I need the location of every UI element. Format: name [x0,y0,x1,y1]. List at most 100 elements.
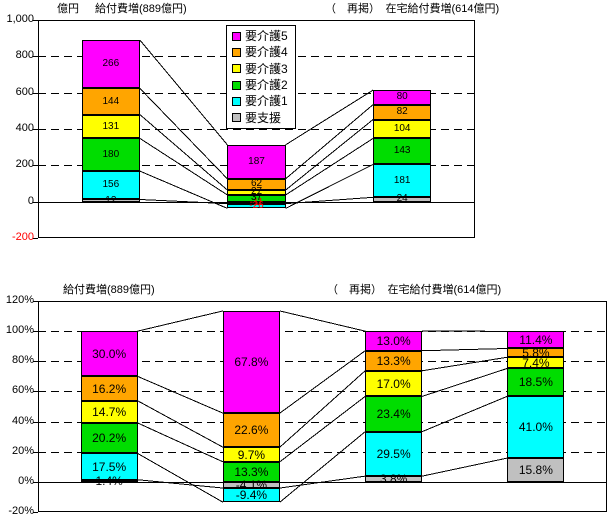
data-label-要介護5: 30.0% [92,346,127,361]
bar-segment-要介護4 [81,88,140,115]
bar-segment-要介護5 [365,331,423,351]
y-axis-tick-label: 60% [11,384,34,397]
data-label-要介護1: -9.4% [235,488,268,503]
percent-chart-title-right: （ 再掲） 在宅給付費増(614億円) [327,284,502,296]
bar-segment-要介護3 [81,114,140,139]
bar-segment-要支援 [222,481,280,489]
data-label-要介護2: 37 [250,192,263,204]
data-label-要介護2: 23.4% [376,407,411,422]
bar-segment-要介護3 [373,119,432,139]
bar-segment-要介護2 [81,138,140,172]
y-axis-tick-label: 40% [11,414,34,427]
data-label-要介護1: 41.0% [518,420,553,435]
data-label-要介護5: 11.4% [519,332,553,347]
y-axis-unit-label: 億円 [57,3,79,15]
bar-segment-要支援 [81,199,140,202]
data-label-要支援: -4.1% [235,477,268,492]
bar-segment-要介護1 [227,203,286,209]
y-axis-tick-label: 1,000 [6,13,34,25]
legend-label: 要介護2 [245,78,288,93]
legend-swatch-icon [232,113,241,123]
data-label-要支援: 12 [105,194,117,206]
bar-segment-要介護5 [80,331,138,377]
data-label-要介護4: 144 [102,95,120,107]
data-label-要介護3: 131 [102,120,120,132]
data-label-要支援: 15.8% [518,462,553,477]
bar-segment-要介護3 [80,400,138,423]
bar-segment-要介護4 [507,348,565,358]
bar-segment-要介護1 [365,431,423,477]
bar-segment-要介護1 [507,396,565,459]
y-axis-tick-label: 120% [5,294,34,306]
bar-segment-要介護5 [81,40,140,89]
data-label-要介護4: 16.2% [92,381,127,396]
y-axis-tick-label: 800 [15,49,34,62]
data-label-要介護1: 17.5% [92,459,127,474]
bar-segment-要支援 [373,197,432,202]
y-axis-tick-label: -200 [11,231,34,243]
legend-label: 要介護1 [245,94,288,109]
bar-segment-要介護2 [365,396,423,432]
data-label-要介護1: 29.5% [376,446,411,461]
data-label-要介護4: 5.8% [522,345,550,360]
bar-segment-要支援 [507,458,565,482]
bar-segment-要支援 [80,479,138,482]
data-label-要介護1: 181 [393,174,411,186]
data-label-要介護3: 17.0% [376,376,411,391]
bar-segment-要介護5 [373,90,432,105]
legend-swatch-icon [232,47,241,57]
legend-item-要介護4: 要介護4 [232,46,295,58]
legend-item-要介護3: 要介護3 [232,63,295,75]
bar-segment-要介護5 [507,331,565,349]
bar-segment-要介護5 [222,310,280,414]
legend-item-要介護5: 要介護5 [232,30,295,42]
data-label-要介護5: 80 [396,91,408,103]
data-label-要介護2: 143 [393,145,411,157]
data-label-要介護2: 20.2% [92,431,127,446]
data-label-要介護4: 62 [250,178,263,190]
data-label-要介護5: 13.0% [376,333,411,348]
data-label-要介護4: 22.6% [234,423,269,438]
data-label-要介護5: 67.8% [234,355,269,370]
y-axis-tick-label: 200 [15,158,34,171]
data-label-要支援: 3.8% [379,471,408,486]
bar-segment-要介護4 [80,376,138,401]
legend-item-要介護2: 要介護2 [232,79,295,91]
percent-chart-title-left: 給付費増(889億円) [63,284,155,296]
bar-segment-要介護3 [507,357,565,369]
data-label-要介護5: 266 [102,58,120,70]
data-label-要介護1: 156 [102,179,120,191]
y-axis-tick-label: 80% [11,354,34,367]
bar-segment-要介護4 [227,178,286,191]
legend-label: 要介護5 [245,29,288,44]
data-label-要介護3: 104 [393,123,411,134]
bar-segment-要介護2 [507,368,565,397]
data-label-要介護2: 13.3% [234,464,269,479]
data-label-要介護3: 14.7% [92,404,127,419]
bar-segment-要介護3 [222,447,280,462]
legend-label: 要支援 [245,110,282,125]
legend-swatch-icon [232,80,241,90]
data-label-要介護3: 7.4% [522,355,550,370]
data-label-要介護2: 180 [102,148,120,160]
bar-segment-要介護1 [222,488,280,503]
bar-segment-要支援 [227,201,286,204]
y-axis-tick-label: 600 [15,85,34,98]
data-label-要介護3: 27 [250,186,263,198]
legend-label: 要介護3 [245,61,288,76]
y-axis-tick-label: 100% [5,324,34,337]
data-label-要介護4: 13.3% [376,353,411,368]
amount-chart-title-left: 給付費増(889億円) [95,3,187,15]
legend-item-要介護1: 要介護1 [232,95,295,107]
y-axis-tick-label: 400 [15,122,34,134]
bar-segment-要介護1 [81,171,140,200]
amount-chart-title-right: （ 再掲） 在宅給付費増(614億円) [325,3,500,15]
bar-segment-要介護1 [80,453,138,480]
legend: 要介護5 要介護4 要介護3 要介護2 要介護1 要支援 [226,25,296,129]
data-label-要介護5: 187 [248,155,265,167]
legend-label: 要介護4 [245,45,288,60]
legend-swatch-icon [232,64,241,74]
data-label-要介護4: 82 [396,106,408,118]
bar-segment-要支援 [365,476,423,482]
bar-segment-要介護1 [373,164,432,198]
